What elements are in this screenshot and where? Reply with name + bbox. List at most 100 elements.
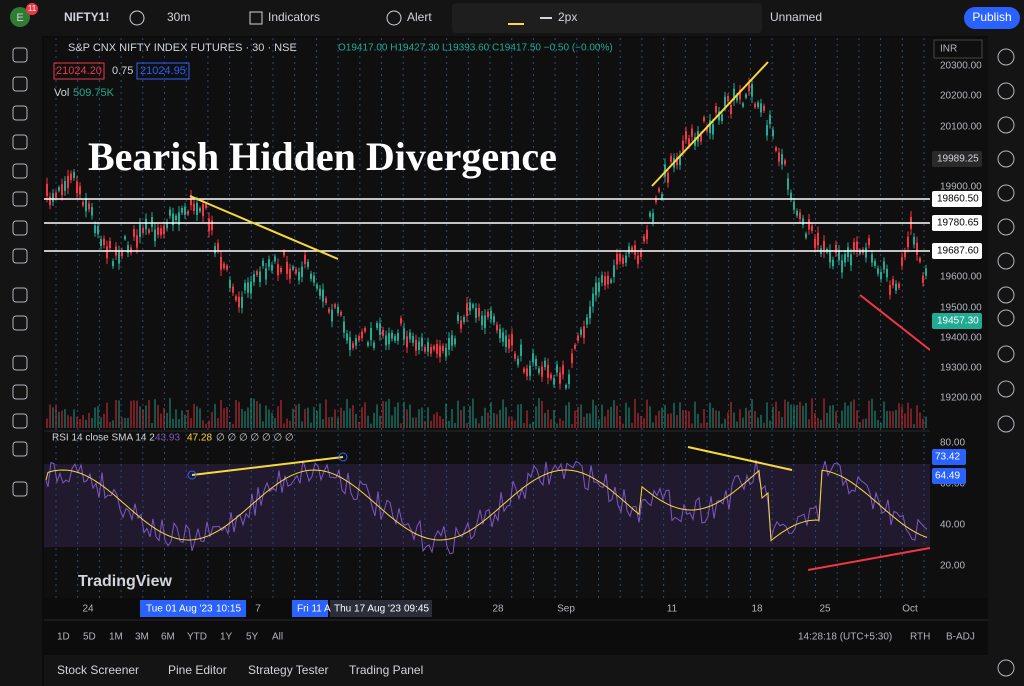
candle <box>214 246 216 254</box>
stroke-width[interactable]: 2px <box>558 10 577 24</box>
side-icon[interactable] <box>997 659 1015 677</box>
side-icon[interactable] <box>997 82 1015 100</box>
candle <box>58 187 60 191</box>
candle <box>274 256 276 262</box>
side-icon[interactable] <box>997 286 1015 304</box>
side-icon[interactable] <box>997 116 1015 134</box>
volume-bar <box>163 407 165 428</box>
volume-bar <box>460 410 462 428</box>
side-icon[interactable] <box>997 184 1015 202</box>
range-button[interactable]: 5D <box>83 632 96 643</box>
volume-bar <box>598 419 600 428</box>
line-handle[interactable] <box>338 452 348 462</box>
rsi-trend-line[interactable] <box>687 446 793 471</box>
candle <box>130 247 132 253</box>
side-icon[interactable] <box>997 150 1015 168</box>
tool-icon[interactable] <box>12 287 28 303</box>
tool-icon[interactable] <box>12 47 28 63</box>
candle <box>829 250 831 263</box>
bottom-tab[interactable]: Pine Editor <box>168 663 227 677</box>
candle <box>559 372 561 384</box>
side-icon[interactable] <box>997 415 1015 433</box>
trend-line[interactable] <box>189 195 339 260</box>
side-icon[interactable] <box>997 218 1015 236</box>
bottom-tab[interactable]: Strategy Tester <box>248 663 328 677</box>
tool-icon[interactable] <box>12 384 28 400</box>
candle <box>442 345 444 351</box>
line-handle[interactable] <box>187 470 197 480</box>
candle <box>385 335 387 346</box>
bottom-tab[interactable]: Stock Screener <box>57 663 139 677</box>
trend-line[interactable] <box>859 294 931 351</box>
volume-bar <box>544 413 546 428</box>
side-icon[interactable] <box>997 252 1015 270</box>
side-icon[interactable] <box>997 48 1015 66</box>
alert[interactable]: Alert <box>407 10 432 24</box>
volume-bar <box>898 403 900 428</box>
candle <box>538 368 540 373</box>
candle <box>787 178 789 190</box>
candle <box>388 333 390 345</box>
session[interactable]: RTH <box>910 632 930 643</box>
candle <box>841 260 843 273</box>
bottom-tab[interactable]: Trading Panel <box>349 663 423 677</box>
tool-icon[interactable] <box>12 191 28 207</box>
currency-box[interactable] <box>933 39 983 59</box>
tool-icon[interactable] <box>12 481 28 497</box>
tool-icon[interactable] <box>12 248 28 264</box>
volume-bar <box>496 414 498 428</box>
volume-bar <box>172 418 174 428</box>
range-button[interactable]: 5Y <box>246 632 259 643</box>
time-cursor-label: Tue 01 Aug '23 <box>146 604 213 615</box>
tool-icon[interactable] <box>12 315 28 331</box>
side-icon[interactable] <box>997 380 1015 398</box>
volume-bar <box>865 418 867 428</box>
indicators[interactable]: Indicators <box>268 10 320 24</box>
tool-icon[interactable] <box>12 441 28 457</box>
candle <box>769 114 771 124</box>
candle <box>148 229 150 233</box>
volume-bar <box>700 423 702 428</box>
tool-icon[interactable] <box>12 413 28 429</box>
rsi-trend-line[interactable] <box>807 547 931 571</box>
tool-icon[interactable] <box>12 76 28 92</box>
buy-box[interactable] <box>136 62 190 80</box>
volume-bar <box>892 411 894 428</box>
adjustment[interactable]: B-ADJ <box>946 632 975 643</box>
volume-bar <box>292 408 294 428</box>
publish-button[interactable] <box>964 7 1020 29</box>
range-button[interactable]: All <box>272 632 283 643</box>
trend-line[interactable] <box>651 61 769 187</box>
add-symbol[interactable] <box>129 10 145 26</box>
range-button[interactable]: 1Y <box>220 632 233 643</box>
range-button[interactable]: 1D <box>57 632 70 643</box>
range-button[interactable]: YTD <box>187 632 207 643</box>
tool-icon[interactable] <box>12 163 28 179</box>
range-button[interactable]: 3M <box>135 632 149 643</box>
tool-icon[interactable] <box>12 105 28 121</box>
tool-icon[interactable] <box>12 134 28 150</box>
side-icon[interactable] <box>997 345 1015 363</box>
volume-bar <box>253 398 255 428</box>
range-button[interactable]: 6M <box>161 632 175 643</box>
layout-name[interactable]: Unnamed <box>770 10 822 24</box>
volume-bar <box>916 405 918 428</box>
avatar-letter: E <box>16 12 23 24</box>
interval[interactable]: 30m <box>167 10 190 24</box>
sell-box[interactable] <box>53 62 105 80</box>
avatar[interactable] <box>10 7 30 27</box>
tool-icon[interactable] <box>12 355 28 371</box>
rsi-trend-line[interactable] <box>191 456 344 476</box>
range-button[interactable]: 1M <box>109 632 123 643</box>
candle <box>199 208 201 212</box>
volume-bar <box>109 421 111 428</box>
candle <box>364 327 366 332</box>
rsi-current: 64.49 <box>935 471 960 482</box>
candle <box>445 347 447 357</box>
side-icon[interactable] <box>997 309 1015 327</box>
tool-icon[interactable] <box>12 220 28 236</box>
symbol[interactable]: NIFTY1! <box>64 10 109 24</box>
volume-bar <box>184 414 186 428</box>
volume-bar <box>376 404 378 428</box>
volume-bar <box>823 398 825 428</box>
